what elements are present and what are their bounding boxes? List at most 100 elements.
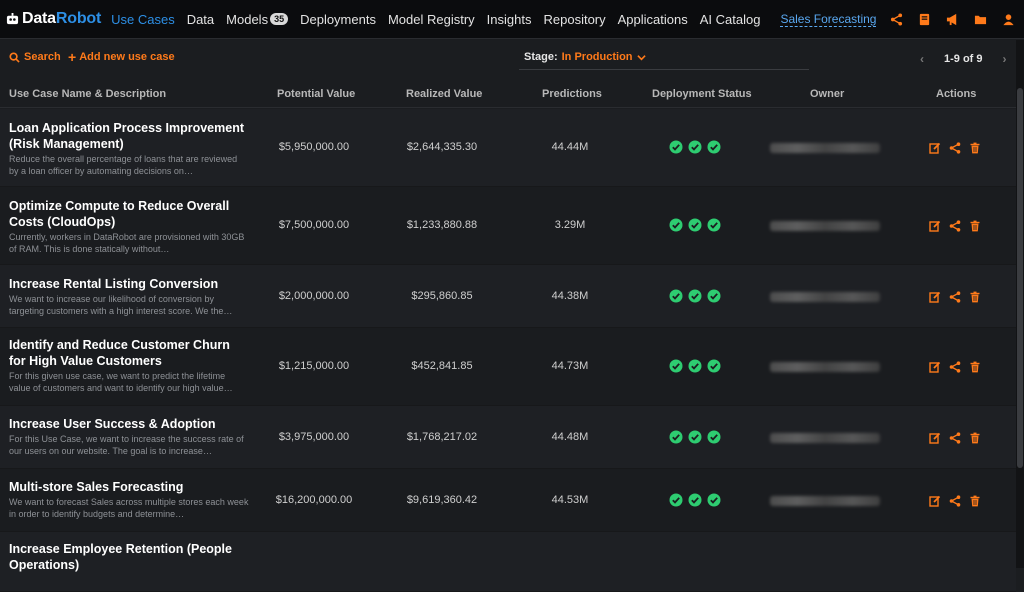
next-page-button[interactable]: › bbox=[1002, 52, 1007, 66]
owner-email-redacted bbox=[770, 496, 880, 506]
table-row[interactable]: Identify and Reduce Customer Churn for H… bbox=[0, 328, 1016, 406]
nav-deployments[interactable]: Deployments bbox=[300, 12, 376, 27]
nav-model-registry[interactable]: Model Registry bbox=[388, 12, 475, 27]
use-case-title-link[interactable]: Increase Rental Listing Conversion bbox=[9, 277, 219, 291]
use-case-description: We want to forecast Sales across multipl… bbox=[9, 497, 249, 519]
share-icon[interactable] bbox=[949, 291, 961, 303]
use-case-description: Currently, workers in DataRobot are prov… bbox=[9, 232, 245, 254]
trash-icon[interactable] bbox=[969, 142, 981, 154]
use-case-title-link[interactable]: Multi-store Sales Forecasting bbox=[9, 480, 184, 494]
nav-insights[interactable]: Insights bbox=[487, 12, 532, 27]
nav-data[interactable]: Data bbox=[187, 12, 214, 27]
predictions-count: 44.73M bbox=[551, 360, 589, 372]
potential-value: $16,200,000.00 bbox=[275, 494, 353, 506]
nav-ai-catalog[interactable]: AI Catalog bbox=[700, 12, 761, 27]
table-row[interactable]: Optimize Compute to Reduce Overall Costs… bbox=[0, 187, 1016, 265]
add-use-case-label: Add new use case bbox=[79, 51, 175, 63]
add-use-case-button[interactable]: + Add new use case bbox=[68, 50, 175, 64]
column-header-predictions[interactable]: Predictions bbox=[542, 88, 602, 100]
share-icon[interactable] bbox=[949, 432, 961, 444]
owner-email-redacted bbox=[770, 221, 880, 231]
check-circle-icon bbox=[707, 218, 721, 232]
vertical-scrollbar[interactable] bbox=[1016, 40, 1024, 568]
deployment-status-indicators bbox=[669, 289, 721, 303]
share-icon[interactable] bbox=[949, 142, 961, 154]
trash-icon[interactable] bbox=[969, 361, 981, 373]
check-circle-icon bbox=[669, 140, 683, 154]
row-actions bbox=[929, 361, 981, 373]
use-case-title-link[interactable]: Optimize Compute to Reduce Overall Costs… bbox=[9, 199, 230, 229]
edit-icon[interactable] bbox=[929, 142, 941, 154]
realized-value: $452,841.85 bbox=[411, 360, 473, 372]
column-header-potential-value[interactable]: Potential Value bbox=[277, 88, 356, 100]
book-icon[interactable] bbox=[918, 13, 931, 26]
edit-icon[interactable] bbox=[929, 432, 941, 444]
share-icon[interactable] bbox=[949, 495, 961, 507]
check-circle-icon bbox=[707, 493, 721, 507]
scrollbar-thumb[interactable] bbox=[1017, 88, 1023, 468]
search-button[interactable]: Search bbox=[9, 51, 61, 63]
check-circle-icon bbox=[688, 289, 702, 303]
robot-icon bbox=[6, 12, 19, 24]
previous-page-button[interactable]: ‹ bbox=[920, 52, 924, 66]
edit-icon[interactable] bbox=[929, 495, 941, 507]
predictions-count: 44.44M bbox=[551, 141, 589, 153]
owner-email-redacted bbox=[770, 362, 880, 372]
use-case-title-link[interactable]: Increase User Success & Adoption bbox=[9, 417, 216, 431]
share-icon[interactable] bbox=[949, 361, 961, 373]
realized-value: $295,860.85 bbox=[411, 290, 473, 302]
trash-icon[interactable] bbox=[969, 220, 981, 232]
table-row[interactable]: Increase User Success & Adoption For this… bbox=[0, 406, 1016, 469]
potential-value: $1,215,000.00 bbox=[278, 360, 350, 372]
table-row[interactable]: Multi-store Sales Forecasting We want to … bbox=[0, 469, 1016, 532]
table-row[interactable]: Loan Application Process Improvement (Ri… bbox=[0, 109, 1016, 187]
brand-name-part-2: Robot bbox=[55, 10, 102, 27]
check-circle-icon bbox=[688, 140, 702, 154]
use-case-title-link[interactable]: Loan Application Process Improvement (Ri… bbox=[9, 121, 245, 151]
user-icon[interactable] bbox=[1002, 13, 1015, 26]
check-circle-icon bbox=[707, 289, 721, 303]
megaphone-icon[interactable] bbox=[946, 13, 959, 26]
share-icon[interactable] bbox=[949, 220, 961, 232]
column-header-realized-value[interactable]: Realized Value bbox=[406, 88, 483, 100]
search-label: Search bbox=[24, 51, 61, 63]
folder-icon[interactable] bbox=[974, 13, 987, 26]
models-count-badge: 35 bbox=[270, 13, 289, 25]
nav-use-cases[interactable]: Use Cases bbox=[111, 12, 175, 27]
stage-filter-dropdown[interactable]: Stage: In Production bbox=[519, 51, 809, 70]
share-icon[interactable] bbox=[890, 12, 903, 26]
trash-icon[interactable] bbox=[969, 291, 981, 303]
nav-repository[interactable]: Repository bbox=[543, 12, 605, 27]
stage-filter-label: Stage: bbox=[524, 51, 558, 63]
check-circle-icon bbox=[707, 140, 721, 154]
datarobot-logo[interactable]: Data Robot bbox=[6, 10, 101, 28]
potential-value: $7,500,000.00 bbox=[278, 219, 350, 231]
current-project-link[interactable]: Sales Forecasting bbox=[780, 11, 877, 27]
table-row[interactable]: Increase Rental Listing Conversion We wan… bbox=[0, 265, 1016, 328]
column-header-owner[interactable]: Owner bbox=[810, 88, 845, 100]
edit-icon[interactable] bbox=[929, 291, 941, 303]
check-circle-icon bbox=[669, 430, 683, 444]
use-case-title-link[interactable]: Increase Employee Retention (People Oper… bbox=[9, 542, 232, 572]
nav-label: Use Cases bbox=[111, 11, 175, 27]
check-circle-icon bbox=[669, 218, 683, 232]
pagination: ‹ 1-9 of 9 › bbox=[920, 52, 1007, 66]
brand-name-part-1: Data bbox=[22, 10, 56, 27]
stage-filter-value: In Production bbox=[561, 51, 633, 63]
edit-icon[interactable] bbox=[929, 361, 941, 373]
trash-icon[interactable] bbox=[969, 495, 981, 507]
deployment-status-indicators bbox=[669, 140, 721, 154]
column-header-name[interactable]: Use Case Name & Description bbox=[9, 88, 167, 100]
deployment-status-indicators bbox=[669, 218, 721, 232]
potential-value: $3,975,000.00 bbox=[278, 431, 350, 443]
column-header-deployment-status[interactable]: Deployment Status bbox=[652, 88, 752, 100]
deployment-status-indicators bbox=[669, 359, 721, 373]
use-case-title-link[interactable]: Identify and Reduce Customer Churn for H… bbox=[9, 338, 230, 368]
pagination-count: 1-9 of 9 bbox=[944, 53, 983, 65]
nav-applications[interactable]: Applications bbox=[618, 12, 688, 27]
table-row[interactable]: Increase Employee Retention (People Oper… bbox=[0, 532, 1016, 592]
predictions-count: 44.48M bbox=[551, 431, 589, 443]
edit-icon[interactable] bbox=[929, 220, 941, 232]
nav-models[interactable]: Models 35 bbox=[226, 12, 289, 27]
trash-icon[interactable] bbox=[969, 432, 981, 444]
